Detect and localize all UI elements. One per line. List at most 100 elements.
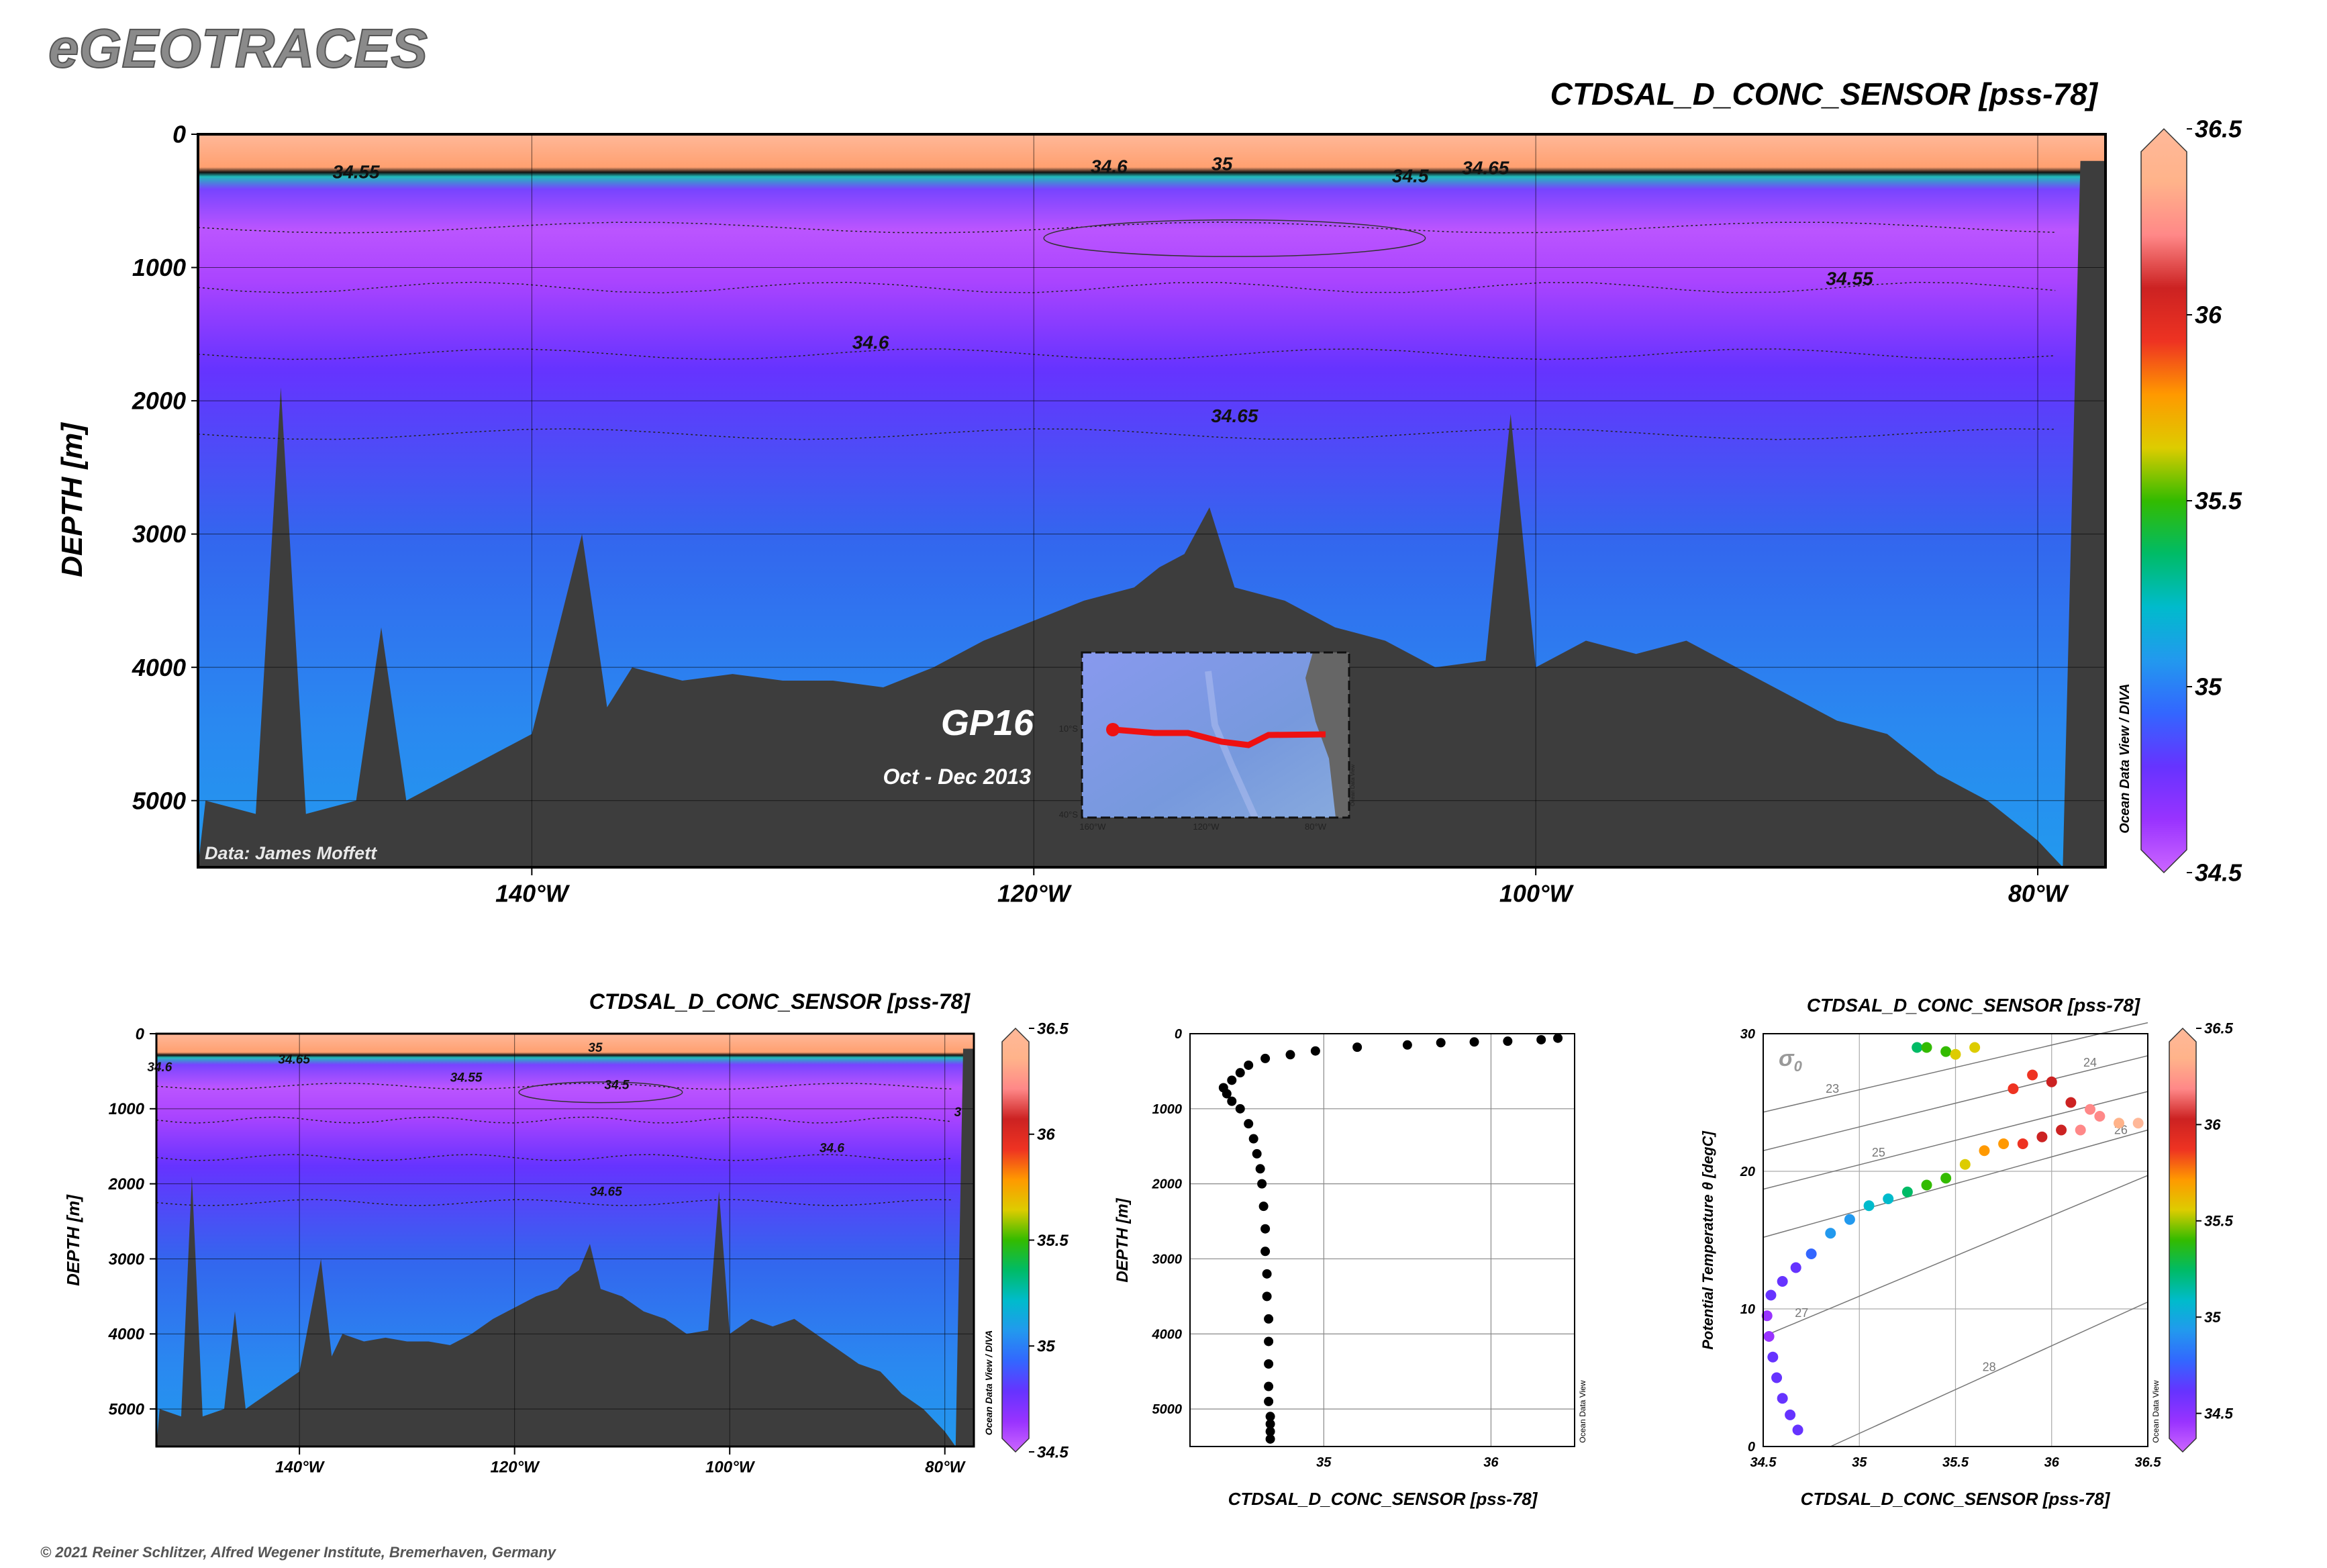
colorbar-tick-label: 34.5 xyxy=(2195,859,2242,887)
ts-point xyxy=(1790,1262,1801,1273)
main-title: CTDSAL_D_CONC_SENSOR [pss-78] xyxy=(1550,77,2099,111)
x-tick-label: 80°W xyxy=(2008,880,2069,908)
colorbar-tick-label: 36.5 xyxy=(2204,1020,2234,1037)
profile-plot-frame xyxy=(1189,1033,1575,1447)
ts-x-axis: 34.5 35 35.5 36 36.5 xyxy=(1750,1455,2162,1470)
profile-point xyxy=(1436,1038,1446,1048)
main-contours xyxy=(197,219,2056,440)
ts-point xyxy=(2075,1124,2086,1136)
y-tick-label: 4000 xyxy=(132,654,186,681)
profile-point xyxy=(1265,1426,1275,1436)
colorbar-tick-label: 36 xyxy=(2195,301,2222,329)
y-tick-label: 5000 xyxy=(132,787,186,814)
x-tick-label: 36 xyxy=(1483,1455,1499,1470)
colorbar-tick-label: 35 xyxy=(1037,1338,1055,1356)
sigma-symbol: σ xyxy=(1779,1046,1795,1071)
ts-point xyxy=(1883,1193,1894,1204)
profile-point xyxy=(1258,1202,1269,1212)
main-colorbar: 36.5 36 35.5 35 34.5 xyxy=(2140,115,2242,887)
colorbar-bar xyxy=(2169,1027,2197,1453)
profile-point xyxy=(1257,1179,1267,1189)
ts-plot-frame xyxy=(1763,1033,2148,1447)
ts-point xyxy=(1940,1173,1952,1184)
main-y-label: DEPTH [m] xyxy=(56,422,89,577)
inset-map: 10°S 40°S 160°W 120°W 80°W Ocean Data Vi… xyxy=(1059,651,1356,832)
contour-label: 34.6 xyxy=(147,1061,172,1075)
small-y-label: DEPTH [m] xyxy=(63,1194,83,1286)
y-tick-label: 3000 xyxy=(132,520,186,548)
main-section-plot: CTDSAL_D_CONC_SENSOR [pss-78] 34.55 34.6 3… xyxy=(56,77,2242,908)
colorbar-bar xyxy=(1001,1027,1030,1453)
inset-map-frame xyxy=(1081,651,1350,819)
ts-watermark: Ocean Data View xyxy=(2151,1380,2161,1442)
x-tick-label: 36 xyxy=(2044,1455,2060,1470)
main-seafloor xyxy=(198,160,2106,868)
profile-point xyxy=(1252,1148,1262,1159)
profile-points xyxy=(1218,1033,1563,1444)
inset-map-ridge xyxy=(1205,671,1258,820)
ts-point xyxy=(1998,1138,2010,1149)
inset-lon-80w: 80°W xyxy=(1305,822,1327,832)
isopycnal-line xyxy=(1763,1091,2148,1190)
profile-point xyxy=(1244,1119,1254,1129)
contour-label: 34.6 xyxy=(852,332,889,353)
y-tick-label: 0 xyxy=(1175,1027,1182,1042)
ts-point xyxy=(1901,1186,1913,1197)
profile-point xyxy=(1244,1060,1254,1070)
isopycnal-label: 28 xyxy=(1983,1360,1996,1373)
y-tick-label: 0 xyxy=(172,121,186,148)
colorbar-tick-label: 35 xyxy=(2195,673,2222,701)
ts-point xyxy=(2036,1131,2048,1142)
profile-point xyxy=(1260,1053,1271,1063)
colorbar-tick-label: 35 xyxy=(2204,1309,2221,1326)
contour-label: 34.65 xyxy=(278,1053,310,1067)
ts-point xyxy=(1777,1393,1788,1404)
colorbar-tick-label: 36.5 xyxy=(2195,115,2242,143)
x-tick-label: 35 xyxy=(1316,1455,1332,1470)
x-tick-label: 120°W xyxy=(997,880,1072,908)
profile-point xyxy=(1222,1089,1232,1099)
profile-point xyxy=(1265,1419,1275,1429)
inset-lon-120w: 120°W xyxy=(1193,822,1220,832)
small-title: CTDSAL_D_CONC_SENSOR [pss-78] xyxy=(589,989,971,1014)
y-tick-label: 10 xyxy=(1740,1302,1755,1317)
y-tick-label: 1000 xyxy=(109,1100,145,1118)
small-contour-labels: 34.6 34.65 35 34.55 34.5 34.6 34.65 3 xyxy=(147,1041,961,1199)
profile-point xyxy=(1255,1164,1265,1174)
profile-point xyxy=(1235,1068,1245,1078)
ts-point xyxy=(2027,1069,2038,1081)
y-tick-label: 4000 xyxy=(108,1326,145,1344)
ts-point xyxy=(1912,1042,1923,1053)
contour-34-5 xyxy=(518,1081,683,1104)
profile-point xyxy=(1235,1104,1245,1114)
main-contour-labels: 34.55 34.6 35 34.65 34.5 34.55 34.6 34.65 xyxy=(333,154,1873,426)
y-tick-label: 3000 xyxy=(109,1251,145,1269)
x-tick-label: 35 xyxy=(1852,1455,1867,1470)
profile-point xyxy=(1264,1396,1274,1406)
x-tick-label: 120°W xyxy=(491,1458,541,1476)
ts-point xyxy=(1761,1310,1773,1322)
y-tick-label: 2000 xyxy=(108,1175,145,1193)
ts-point xyxy=(1765,1289,1777,1301)
y-tick-label: 0 xyxy=(1748,1440,1755,1455)
profile-point xyxy=(1264,1314,1274,1324)
small-contours xyxy=(156,1081,952,1206)
section-name: GP16 xyxy=(941,703,1034,743)
profile-x-label: CTDSAL_D_CONC_SENSOR [pss-78] xyxy=(1228,1489,1538,1509)
ts-point xyxy=(2008,1083,2019,1094)
ts-point xyxy=(2114,1118,2125,1129)
contour-label: 3 xyxy=(954,1106,962,1120)
inset-lon-160w: 160°W xyxy=(1079,822,1106,832)
ts-point xyxy=(1825,1228,1836,1239)
contour-label: 34.6 xyxy=(1091,156,1128,177)
profile-point xyxy=(1265,1434,1275,1444)
ts-point xyxy=(1959,1159,1971,1170)
small-watermark: Ocean Data View / DIVA xyxy=(983,1330,994,1435)
contour-label: 35 xyxy=(588,1041,603,1055)
small-x-axis: 140°W 120°W 100°W 80°W xyxy=(275,1034,967,1476)
ts-plot: CTDSAL_D_CONC_SENSOR [pss-78] 2324252627… xyxy=(1699,995,2234,1509)
ts-point xyxy=(1921,1179,1932,1191)
ts-point xyxy=(1767,1351,1779,1363)
